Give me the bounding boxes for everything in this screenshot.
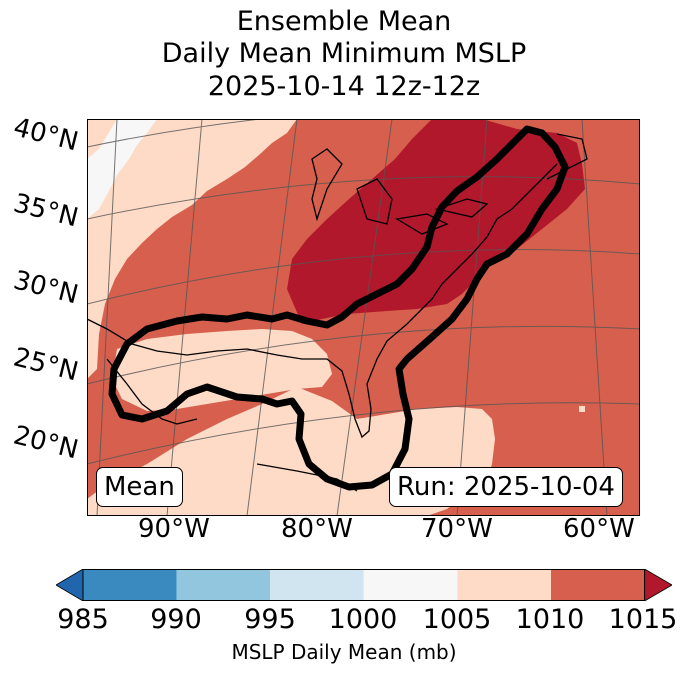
colorbar-bin-990 [176,569,271,601]
lat-label-35: 35°N [10,188,82,234]
field-speck [579,406,585,412]
field-1005-west [87,119,297,379]
lat-label-25: 25°N [10,342,82,388]
colorbar-tick-990: 990 [150,604,202,635]
field-1005-gulf [112,329,332,411]
title-line-2: Daily Mean Minimum MSLP [161,38,527,69]
lon-label-70w: 70°W [421,514,493,544]
colorbar-over-arrow [644,569,672,601]
lat-label-20: 20°N [10,420,82,466]
colorbar-tick-1015: 1015 [608,604,678,635]
lat-label-30: 30°N [10,265,82,311]
lon-label-60w: 60°W [563,514,635,544]
colorbar-tick-985: 985 [57,604,109,635]
run-label: Run: 2025-10-04 [389,467,623,507]
colorbar-bin-1010 [551,569,645,601]
colorbar-bin-985 [83,569,177,601]
colorbar-bin-995 [270,569,364,601]
colorbar-bin-1005 [457,569,551,601]
field-1000-nw [87,119,157,219]
colorbar-tick-995: 995 [244,604,296,635]
mean-label: Mean [96,467,183,507]
colorbar-tick-1010: 1010 [515,604,585,635]
colorbar-bin-1000 [363,569,458,601]
colorbar-label: MSLP Daily Mean (mb) [231,640,457,664]
map-panel [87,119,640,516]
lat-label-40: 40°N [10,112,82,158]
lon-label-80w: 80°W [281,514,353,544]
contour-outline [108,125,569,491]
lon-label-90w: 90°W [138,514,210,544]
colorbar-tick-1005: 1005 [422,604,492,635]
colorbar-under-arrow [56,569,84,601]
colorbar-tick-1000: 1000 [328,604,398,635]
title-line-1: Ensemble Mean [236,6,452,37]
title-line-3: 2025-10-14 12z-12z [207,71,481,102]
colorbar [56,569,672,601]
